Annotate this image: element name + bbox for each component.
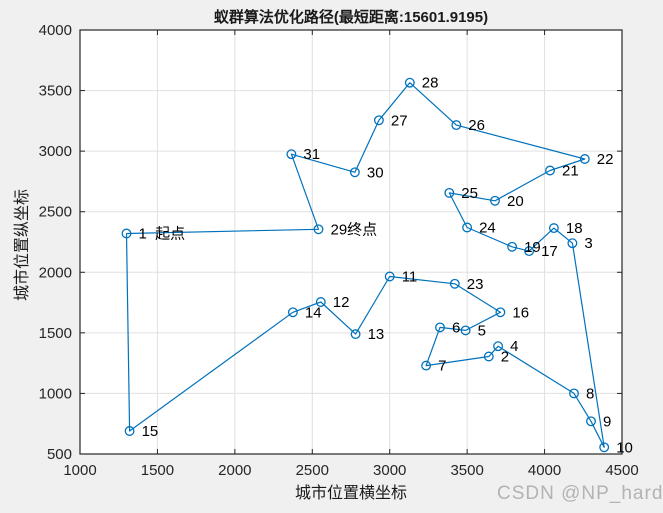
- city-marker: [286, 149, 297, 160]
- y-tick-label: 3500: [39, 83, 72, 100]
- city-label: 29终点: [331, 221, 378, 238]
- y-tick-label: 4000: [39, 22, 72, 39]
- city-label: 13: [368, 326, 385, 343]
- city-label: 18: [566, 220, 583, 237]
- city-label: 23: [467, 276, 484, 293]
- axes-box: [79, 29, 623, 455]
- city-label: 21: [562, 163, 579, 180]
- city-marker: [449, 278, 460, 289]
- x-tick-label: 3500: [450, 462, 483, 479]
- city-marker: [313, 224, 324, 235]
- city-marker: [121, 228, 132, 239]
- city-marker: [421, 360, 432, 371]
- city-label: 14: [305, 304, 322, 321]
- city-label: 25: [461, 185, 478, 202]
- x-tick-label: 2000: [218, 462, 251, 479]
- city-marker: [548, 223, 559, 234]
- city-label: 6: [452, 319, 460, 336]
- city-label: 20: [507, 193, 524, 210]
- city-label: 26: [468, 117, 485, 134]
- city-label: 7: [438, 358, 446, 375]
- city-marker: [586, 416, 596, 427]
- city-label: 31: [303, 146, 320, 163]
- plot-area: [80, 30, 622, 454]
- city-marker: [545, 165, 555, 176]
- x-axis-label: 城市位置横坐标: [294, 485, 407, 502]
- city-marker: [490, 195, 500, 206]
- city-marker: [444, 187, 455, 198]
- city-marker: [462, 222, 473, 233]
- city-marker: [315, 297, 326, 307]
- city-marker: [287, 307, 298, 318]
- city-label: 4: [510, 338, 518, 355]
- csdn-watermark: CSDN @NP_hard: [497, 483, 663, 504]
- city-marker: [349, 167, 360, 178]
- y-tick-label: 2000: [39, 264, 72, 281]
- city-label: 22: [597, 151, 614, 168]
- x-tick-label: 4500: [605, 462, 638, 479]
- x-tick-label: 1500: [141, 462, 174, 479]
- x-tick-label: 2500: [296, 462, 329, 479]
- city-label: 19: [524, 239, 541, 256]
- city-label: 8: [586, 385, 594, 402]
- city-label: 9: [603, 413, 611, 430]
- city-marker: [404, 77, 415, 88]
- city-marker: [350, 329, 361, 340]
- y-tick-label: 1000: [39, 385, 72, 402]
- city-marker: [373, 115, 384, 126]
- city-marker: [384, 271, 395, 282]
- city-marker: [451, 120, 462, 131]
- city-marker: [569, 388, 579, 399]
- city-label: 17: [541, 243, 558, 260]
- city-label: 30: [367, 164, 384, 181]
- chart-title: 蚁群算法优化路径(最短距离:15601.9195): [213, 9, 489, 26]
- city-label: 24: [479, 220, 496, 237]
- city-marker: [124, 426, 135, 436]
- city-label: 28: [422, 75, 439, 92]
- y-tick-label: 2500: [39, 204, 72, 221]
- city-marker: [483, 351, 494, 362]
- city-label: 3: [584, 235, 592, 252]
- city-marker: [493, 341, 504, 352]
- city-marker: [460, 325, 471, 336]
- city-label: 11: [402, 269, 418, 286]
- city-label: 1 起点: [139, 226, 186, 243]
- x-tick-label: 1000: [63, 462, 96, 479]
- city-marker: [567, 238, 578, 249]
- y-axis-label: 城市位置纵坐标: [14, 188, 31, 302]
- city-label: 27: [391, 112, 408, 129]
- city-marker: [579, 154, 590, 164]
- y-tick-label: 500: [47, 446, 72, 463]
- city-label: 2: [501, 349, 509, 366]
- city-marker: [435, 322, 445, 333]
- city-marker: [599, 442, 610, 453]
- city-marker: [507, 241, 518, 252]
- y-tick-label: 3000: [39, 143, 72, 160]
- city-marker: [524, 246, 535, 257]
- x-tick-label: 4000: [528, 462, 561, 479]
- tour-path: [125, 82, 605, 448]
- city-label: 15: [142, 423, 159, 440]
- y-tick-label: 1500: [39, 325, 72, 342]
- city-label: 5: [478, 322, 486, 339]
- x-tick-label: 3000: [373, 462, 406, 479]
- city-label: 12: [333, 294, 350, 311]
- city-label: 16: [512, 304, 529, 321]
- city-label: 10: [616, 439, 633, 456]
- city-marker: [495, 307, 506, 318]
